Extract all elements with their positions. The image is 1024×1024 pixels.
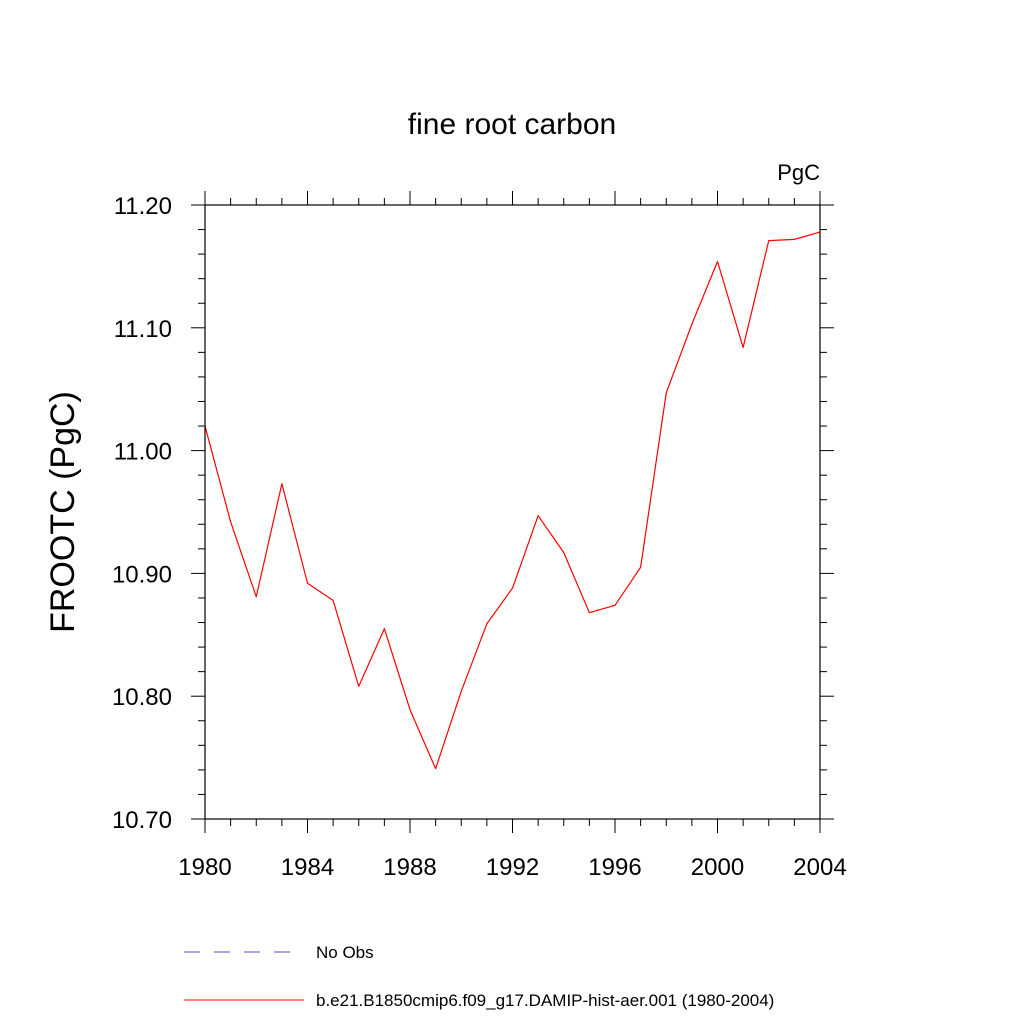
x-tick-label: 2004 [793, 854, 846, 881]
chart-title: fine root carbon [408, 108, 616, 141]
y-tick-label: 10.90 [112, 561, 172, 588]
x-tick-label: 1984 [281, 854, 334, 881]
y-axis-title: FROOTC (PgC) [44, 391, 82, 633]
axis-tick-labels: 1980 1984 1988 1992 1996 2000 2004 10.70 10.80 10… [112, 193, 847, 881]
y-tick-label: 10.70 [112, 807, 172, 834]
y-tick-label: 10.80 [112, 684, 172, 711]
y-tick-label: 11.00 [114, 439, 172, 466]
y-tick-label: 11.10 [114, 316, 172, 343]
legend-label: b.e21.B1850cmip6.f09_g17.DAMIP-hist-aer.… [316, 991, 774, 1010]
legend-label: No Obs [316, 943, 374, 962]
legend: No Obs b.e21.B1850cmip6.f09_g17.DAMIP-his… [184, 943, 774, 1010]
x-tick-label: 1996 [588, 854, 641, 881]
x-tick-label: 2000 [691, 854, 744, 881]
series-line [204, 231, 821, 770]
x-tick-label: 1992 [486, 854, 539, 881]
axis-ticks [191, 191, 834, 833]
x-tick-label: 1988 [383, 854, 436, 881]
data-series [204, 231, 821, 770]
y-tick-label: 11.20 [114, 193, 172, 220]
plot-frame [204, 204, 821, 820]
units-label: PgC [777, 160, 820, 185]
x-tick-label: 1980 [178, 854, 231, 881]
